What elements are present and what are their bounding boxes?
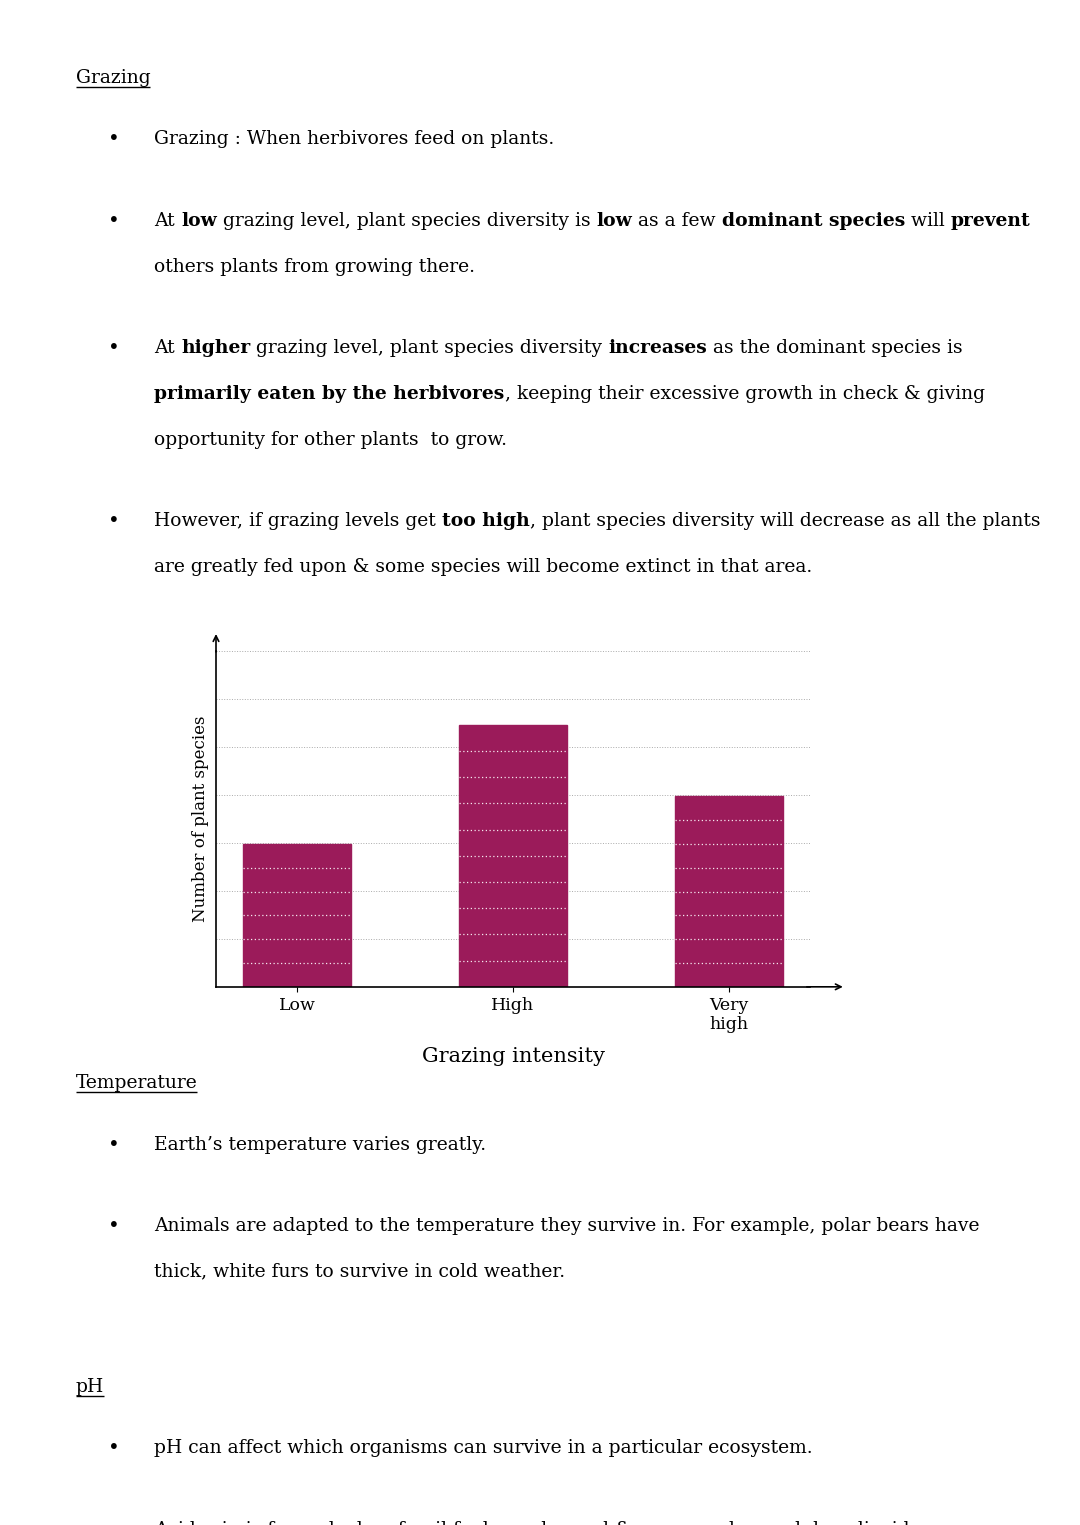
Text: •: • [108, 212, 119, 230]
Text: grazing level, plant species diversity: grazing level, plant species diversity [251, 339, 608, 357]
Bar [459, 724, 567, 987]
Text: will: will [905, 212, 950, 230]
Bar [243, 843, 351, 987]
Y-axis label: Number of plant species: Number of plant species [192, 715, 210, 923]
Text: Acid rain is formed when fossil fuels are burned & gases such as sulphur dioxide: Acid rain is formed when fossil fuels ar… [154, 1520, 958, 1525]
Text: , plant species diversity will decrease as all the plants: , plant species diversity will decrease … [530, 512, 1040, 531]
Text: •: • [108, 339, 119, 358]
Text: others plants from growing there.: others plants from growing there. [154, 258, 475, 276]
Text: Animals are adapted to the temperature they survive in. For example, polar bears: Animals are adapted to the temperature t… [154, 1217, 980, 1235]
Text: thick, white furs to survive in cold weather.: thick, white furs to survive in cold wea… [154, 1263, 566, 1281]
Text: •: • [108, 512, 119, 531]
Text: •: • [108, 1440, 119, 1458]
Text: as the dominant species is: as the dominant species is [707, 339, 962, 357]
Text: too high: too high [442, 512, 530, 531]
Text: pH can affect which organisms can survive in a particular ecosystem.: pH can affect which organisms can surviv… [154, 1440, 813, 1458]
Text: dominant species: dominant species [721, 212, 905, 230]
Text: primarily eaten by the herbivores: primarily eaten by the herbivores [154, 384, 504, 403]
Text: Earth’s temperature varies greatly.: Earth’s temperature varies greatly. [154, 1136, 487, 1153]
Text: as a few: as a few [632, 212, 721, 230]
Text: higher: higher [181, 339, 251, 357]
Text: low: low [181, 212, 217, 230]
Text: Temperature: Temperature [76, 1074, 198, 1092]
Text: Grazing: Grazing [76, 69, 150, 87]
Text: However, if grazing levels get: However, if grazing levels get [154, 512, 442, 531]
Text: increases: increases [608, 339, 707, 357]
Bar [675, 796, 783, 987]
Text: •: • [108, 131, 119, 149]
Text: opportunity for other plants  to grow.: opportunity for other plants to grow. [154, 430, 508, 448]
Text: prevent: prevent [950, 212, 1030, 230]
Text: are greatly fed upon & some species will become extinct in that area.: are greatly fed upon & some species will… [154, 558, 812, 576]
Text: low: low [596, 212, 632, 230]
Text: pH: pH [76, 1377, 104, 1395]
Text: •: • [108, 1136, 119, 1154]
Text: At: At [154, 339, 181, 357]
Text: •: • [108, 1217, 119, 1235]
Text: At: At [154, 212, 181, 230]
Text: grazing level, plant species diversity is: grazing level, plant species diversity i… [217, 212, 596, 230]
Text: , keeping their excessive growth in check & giving: , keeping their excessive growth in chec… [504, 384, 985, 403]
Text: •: • [108, 1520, 119, 1525]
X-axis label: Grazing intensity: Grazing intensity [421, 1048, 605, 1066]
Text: Grazing : When herbivores feed on plants.: Grazing : When herbivores feed on plants… [154, 131, 555, 148]
